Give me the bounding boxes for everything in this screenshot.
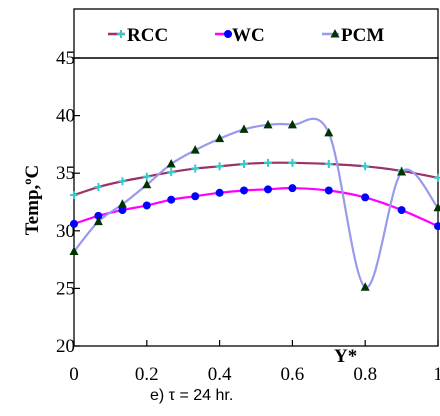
data-point-pcm (166, 158, 176, 168)
y-tick-label: 30 (56, 221, 75, 242)
data-point-rcc (434, 173, 440, 182)
data-point-pcm (324, 127, 334, 137)
data-point-wc (70, 219, 78, 228)
legend-label-pcm: PCM (341, 25, 384, 46)
data-point-wc (288, 184, 297, 193)
chart-caption: e) τ = 24 hr. (150, 387, 233, 404)
data-point-wc (142, 201, 151, 210)
data-point-pcm (397, 167, 407, 176)
data-point-pcm (142, 179, 152, 189)
data-point-wc (191, 192, 200, 201)
legend-box (73, 8, 439, 59)
data-point-rcc (118, 177, 127, 186)
data-point-wc (397, 206, 406, 215)
data-point-rcc (361, 162, 370, 171)
data-point-rcc (264, 158, 273, 167)
data-point-wc (361, 193, 370, 202)
data-point-pcm (215, 133, 225, 143)
legend-marker-wc (224, 30, 232, 38)
x-tick-label: 0 (69, 364, 79, 385)
y-tick-label: 35 (56, 163, 75, 184)
data-point-rcc (191, 164, 200, 173)
data-point-rcc (70, 191, 78, 200)
data-point-rcc (239, 159, 248, 168)
y-tick-label: 20 (56, 336, 75, 357)
data-point-rcc (324, 159, 333, 168)
series-lines (73, 117, 439, 289)
data-point-rcc (94, 183, 103, 192)
x-axis-title: Y* (334, 346, 357, 367)
data-point-rcc (142, 172, 151, 181)
y-axis-title: Temp,ºC (22, 165, 43, 236)
data-point-pcm (117, 199, 127, 208)
legend-label-rcc: RCC (127, 25, 168, 46)
data-point-pcm (239, 124, 249, 133)
x-tick-label: 0.4 (208, 364, 232, 385)
legend-marker-rcc (117, 30, 125, 38)
data-point-pcm (287, 119, 297, 129)
legend-label-wc: WC (232, 25, 265, 46)
x-tick-label: 1 (433, 364, 440, 385)
legend-marker-pcm (330, 29, 340, 38)
data-point-rcc (167, 168, 176, 177)
data-point-wc (264, 185, 273, 194)
data-point-pcm (190, 145, 200, 154)
data-point-wc (239, 186, 248, 195)
data-point-wc (324, 186, 333, 195)
series-markers (69, 119, 440, 291)
series-line-wc (73, 187, 439, 228)
data-point-wc (215, 188, 224, 197)
data-point-wc (118, 206, 127, 215)
x-tick-label: 0.8 (353, 364, 377, 385)
data-point-wc (434, 222, 440, 231)
y-tick-label: 40 (56, 106, 75, 127)
data-point-pcm (69, 246, 79, 256)
axis-ticks: 20 25 30 35 40 45 0 0.2 0.4 0.6 0.8 1 (56, 48, 440, 385)
y-tick-label: 45 (56, 48, 75, 69)
data-point-wc (167, 195, 176, 204)
data-point-wc (94, 211, 103, 220)
data-point-pcm (433, 202, 440, 212)
y-tick-label: 25 (56, 278, 75, 299)
plot-area (73, 57, 439, 347)
legend: RCC WC PCM (108, 25, 384, 46)
data-point-pcm (263, 119, 273, 129)
x-tick-label: 0.6 (281, 364, 305, 385)
data-point-rcc (215, 162, 224, 171)
data-point-pcm (93, 216, 103, 226)
x-tick-label: 0.2 (135, 364, 159, 385)
data-point-rcc (288, 158, 297, 167)
data-point-pcm (360, 282, 370, 291)
